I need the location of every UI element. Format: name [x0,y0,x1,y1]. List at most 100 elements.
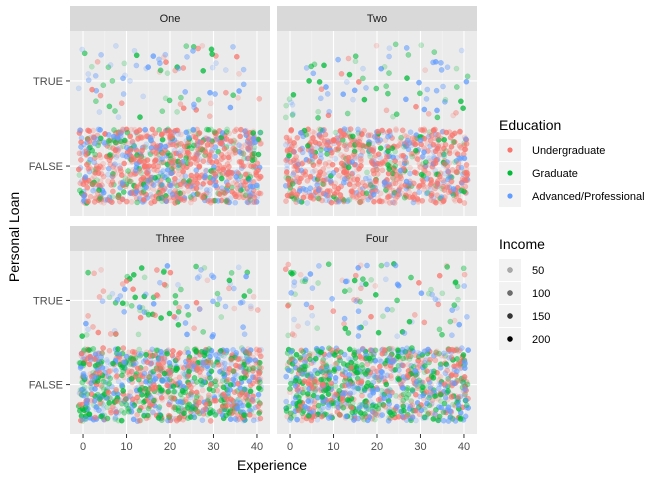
data-point [240,186,247,192]
data-point [165,177,172,183]
data-point [254,182,260,189]
data-point [233,53,240,60]
data-point [92,414,98,421]
data-point [436,377,443,383]
data-point [245,175,252,182]
data-point [432,357,439,364]
data-point [159,136,166,143]
data-point [119,397,126,403]
data-point [169,133,175,140]
data-point [319,381,326,388]
data-point [317,151,324,158]
data-point [359,281,365,288]
data-point [444,264,451,270]
data-point [230,92,237,99]
data-point [94,58,101,65]
data-point [137,314,144,321]
data-point [418,42,425,49]
data-point [450,192,457,198]
data-point [158,170,164,177]
data-point [159,181,165,188]
data-point [314,182,321,188]
data-point [182,89,189,95]
data-point [348,188,355,194]
data-point [465,347,472,353]
data-point [145,178,151,184]
data-point [375,396,382,403]
data-point [413,103,419,110]
data-point [108,409,114,416]
data-point [411,312,418,318]
data-point [461,200,468,206]
data-point [175,131,182,137]
data-point [233,126,240,133]
data-point [114,165,120,172]
data-point [408,274,414,281]
data-point [298,167,305,174]
data-point [394,403,400,410]
data-point [321,62,327,69]
data-point [427,186,434,193]
data-point [422,67,429,73]
data-point [387,373,394,379]
data-point [105,132,112,138]
data-point [78,144,84,150]
data-point [83,331,90,338]
data-point [303,301,310,308]
data-point [143,309,150,316]
data-point [97,194,104,201]
data-point [212,130,218,136]
data-point [436,326,443,333]
data-point [294,134,301,141]
data-point [297,398,304,405]
data-point [386,45,393,52]
data-point [138,351,145,357]
data-point [238,187,244,194]
data-point [135,135,142,142]
data-point [147,394,154,401]
data-point [385,170,392,177]
data-point [188,180,195,187]
data-point [396,142,402,149]
x-tick-label: 0 [80,441,86,453]
data-point [93,98,99,105]
data-point [416,79,422,86]
data-point [324,141,330,148]
data-point [115,146,121,152]
data-point [210,331,217,338]
data-point [314,144,321,151]
data-point [219,130,226,136]
data-point [247,382,254,389]
data-point [439,331,445,338]
data-point [350,151,357,158]
data-point [332,155,339,162]
legend-label: Graduate [532,168,578,180]
data-point [351,277,358,284]
y-axis-title: Personal Loan [6,192,22,282]
data-point [404,137,411,144]
data-point [91,270,97,277]
data-point [206,113,213,120]
data-point [254,307,261,313]
data-point [194,366,201,372]
data-point [155,163,161,170]
data-point [99,298,106,305]
data-point [77,365,84,371]
data-point [421,369,428,376]
data-point [299,410,306,417]
data-point [240,151,247,157]
data-point [128,199,135,205]
data-point [355,333,362,339]
data-point [123,144,130,151]
data-point [100,288,107,294]
data-point [461,365,468,371]
data-point [180,167,186,174]
data-point [459,415,465,422]
data-point [140,399,147,406]
data-point [356,324,363,331]
data-point [375,329,382,336]
legend-label: 150 [532,311,550,323]
data-point [123,126,130,133]
data-point [285,332,292,339]
